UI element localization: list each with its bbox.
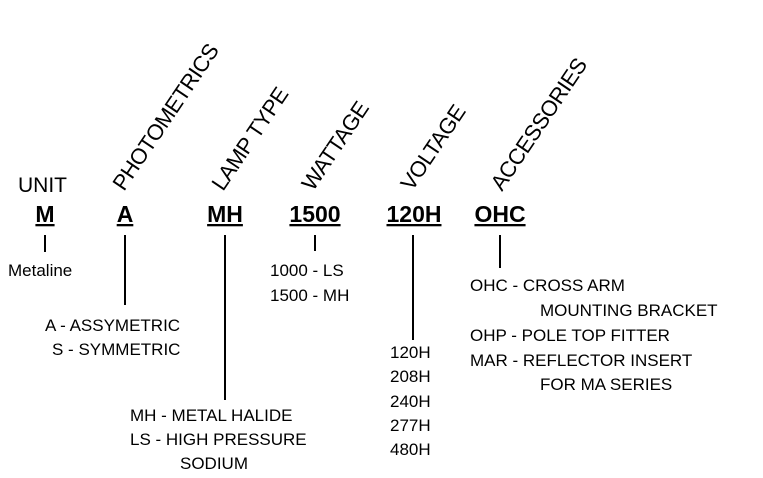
header: PHOTOMETRICS bbox=[107, 39, 223, 195]
option: 1500 - MH bbox=[270, 286, 349, 305]
option: S - SYMMETRIC bbox=[52, 340, 180, 359]
option: 1000 - LS bbox=[270, 261, 344, 280]
option: LS - HIGH PRESSURE bbox=[130, 430, 307, 449]
code: 120H bbox=[387, 201, 442, 227]
option: MAR - REFLECTOR INSERT bbox=[470, 351, 692, 370]
option: Metaline bbox=[8, 261, 72, 280]
option: MOUNTING BRACKET bbox=[540, 301, 718, 320]
header: VOLTAGE bbox=[395, 100, 470, 195]
option: SODIUM bbox=[180, 454, 248, 473]
code: MH bbox=[207, 201, 243, 227]
code: 1500 bbox=[289, 201, 340, 227]
code: A bbox=[117, 201, 134, 227]
option: 120H bbox=[390, 343, 431, 362]
header: WATTAGE bbox=[296, 97, 373, 195]
code: M bbox=[35, 201, 54, 227]
option: 208H bbox=[390, 367, 431, 386]
option: MH - METAL HALIDE bbox=[130, 406, 292, 425]
option: 240H bbox=[390, 392, 431, 411]
option: 480H bbox=[390, 440, 431, 459]
option: A - ASSYMETRIC bbox=[45, 316, 180, 335]
header: ACCESSORIES bbox=[485, 54, 592, 195]
unit-label: UNIT bbox=[18, 174, 67, 197]
code: OHC bbox=[474, 201, 525, 227]
option: OHC - CROSS ARM bbox=[470, 276, 625, 295]
header: LAMP TYPE bbox=[206, 83, 293, 195]
option: 277H bbox=[390, 416, 431, 435]
option: FOR MA SERIES bbox=[540, 375, 672, 394]
option: OHP - POLE TOP FITTER bbox=[470, 326, 670, 345]
